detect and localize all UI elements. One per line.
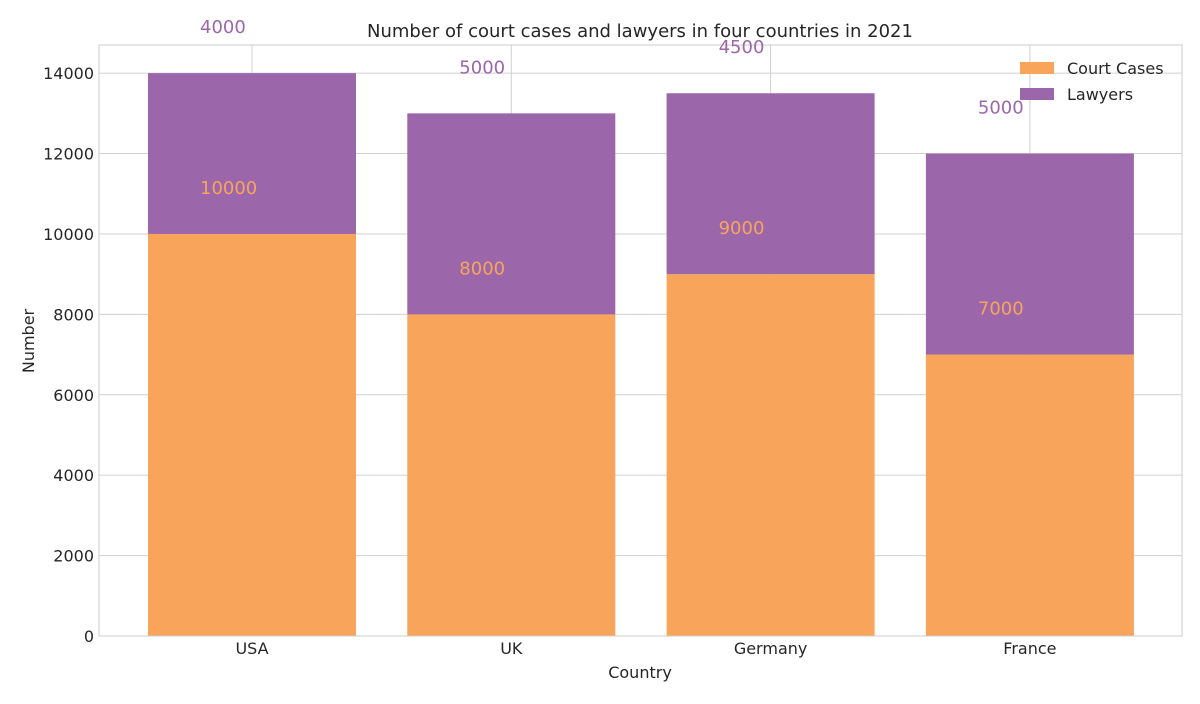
bar-lawyers-uk [407, 113, 616, 315]
y-tick-label-12000: 12000 [43, 145, 94, 164]
bar-court-cases-uk [407, 314, 616, 636]
tick-layer: 0 2000 4000 6000 8000 10000 12000 14000 USA UK Ger… [43, 64, 1056, 658]
data-label-lawyers-france: 5000 [978, 98, 1024, 119]
y-tick-label-0: 0 [84, 627, 94, 646]
bar-lawyers-usa [148, 73, 356, 234]
legend-label-lawyers: Lawyers [1067, 85, 1133, 104]
x-tick-label-uk: UK [500, 639, 523, 658]
legend-swatch-lawyers [1020, 88, 1054, 100]
y-tick-label-8000: 8000 [53, 305, 94, 324]
data-label-lawyers-uk: 5000 [459, 57, 505, 78]
frame-layer [98, 44, 1183, 637]
x-tick-label-france: France [1003, 639, 1056, 658]
data-label-court-cases-france: 7000 [978, 299, 1024, 320]
bar-court-cases-france [925, 354, 1134, 636]
plot-frame [98, 44, 1183, 637]
y-tick-label-10000: 10000 [43, 225, 94, 244]
chart-title: Number of court cases and lawyers in fou… [367, 21, 913, 42]
legend-swatch-court-cases [1020, 62, 1054, 74]
y-tick-label-2000: 2000 [53, 547, 94, 566]
data-label-layer: 10000 4000 8000 5000 9000 4500 7000 5000 [200, 17, 1024, 319]
legend: Court Cases Lawyers [1020, 59, 1164, 104]
bar-lawyers-germany [666, 93, 875, 275]
data-label-court-cases-usa: 10000 [200, 178, 257, 199]
data-label-lawyers-germany: 4500 [719, 37, 765, 58]
x-tick-label-germany: Germany [734, 639, 808, 658]
bar-lawyers-france [925, 153, 1134, 355]
y-tick-label-4000: 4000 [53, 466, 94, 485]
x-tick-label-usa: USA [235, 639, 268, 658]
bar-court-cases-germany [666, 274, 875, 636]
legend-label-court-cases: Court Cases [1067, 59, 1164, 78]
y-tick-label-14000: 14000 [43, 64, 94, 83]
data-label-court-cases-germany: 9000 [719, 218, 765, 239]
bar-court-cases-usa [148, 233, 356, 637]
data-label-lawyers-usa: 4000 [200, 17, 246, 38]
y-axis-label: Number [19, 308, 38, 373]
data-label-court-cases-uk: 8000 [459, 258, 505, 279]
y-tick-label-6000: 6000 [53, 386, 94, 405]
bar-layer [148, 73, 1134, 637]
x-axis-label: Country [608, 663, 672, 682]
